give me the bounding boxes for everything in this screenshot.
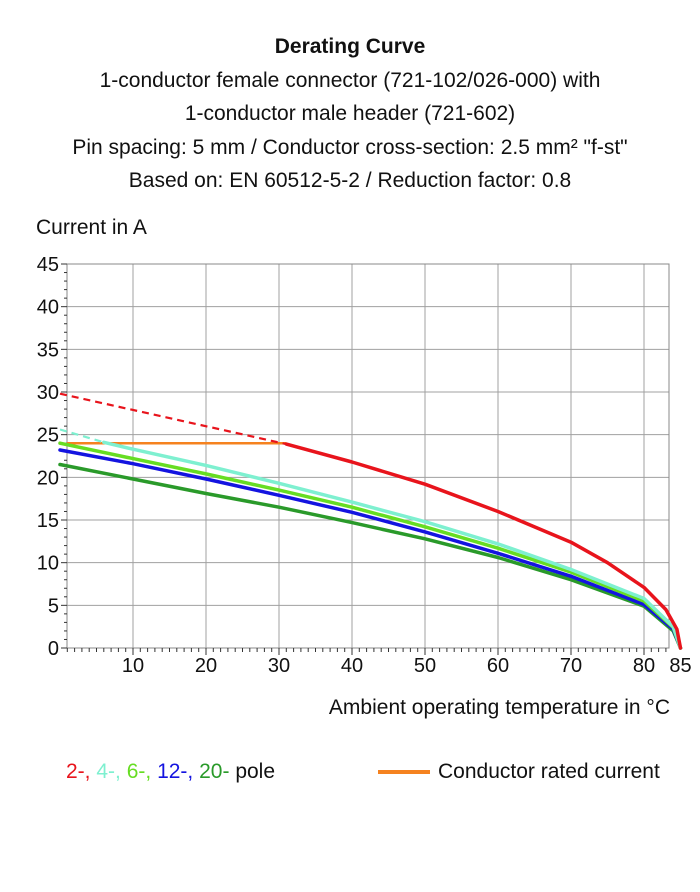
series-2-line: [284, 442, 683, 650]
y-tick-label: 20: [37, 467, 59, 489]
pole-legend: 2-, 4-, 6-, 12-, 20- pole: [66, 760, 275, 784]
chart-subtitle-4: Based on: EN 60512-5-2 / Reduction facto…: [128, 169, 572, 192]
x-tick-label: 10: [122, 655, 144, 677]
x-tick-label: 40: [341, 655, 363, 677]
chart-subtitle-3: Pin spacing: 5 mm / Conductor cross-sect…: [72, 135, 628, 159]
title-block: Derating Curve 1-conductor female connec…: [0, 30, 700, 198]
plot-frame: [66, 263, 670, 649]
y-tick-label: 15: [37, 510, 59, 532]
y-tick-label: 0: [48, 638, 59, 660]
legend-pole-20: 20-: [199, 760, 230, 783]
y-tick-label: 25: [37, 425, 59, 447]
rated-current-swatch: [378, 770, 430, 774]
x-tick-label: 70: [560, 655, 582, 677]
chart-subtitle-2: 1-conductor male header (721-602): [184, 102, 516, 125]
series-4-dashed-line: [59, 428, 105, 444]
x-axis-label: Ambient operating temperature in °C: [328, 696, 670, 719]
y-tick-label: 45: [37, 254, 59, 276]
y-tick-label: 40: [37, 297, 59, 319]
legend-pole-2: 2-,: [66, 760, 91, 783]
y-tick-label: 35: [37, 339, 59, 361]
chart-subtitle-1: 1-conductor female connector (721-102/02…: [99, 68, 601, 92]
x-tick-label: 85: [669, 655, 691, 677]
legend-pole-6: 6-,: [126, 760, 152, 783]
legend-pole-12: 12-,: [157, 760, 194, 783]
legend-pole-4: 4-,: [96, 760, 121, 783]
legend-pole-suffix: pole: [235, 760, 276, 783]
y-tick-label: 5: [48, 595, 59, 617]
x-tick-label: 20: [195, 655, 217, 677]
y-axis-label: Current in A: [36, 216, 147, 239]
series-2-dashed-line: [59, 392, 287, 446]
y-tick-label: 10: [37, 553, 59, 575]
x-tick-label: 50: [414, 655, 436, 677]
x-tick-label: 30: [268, 655, 290, 677]
series-4-line: [102, 440, 683, 650]
rated-current-label: Conductor rated current: [438, 760, 660, 783]
series-12-line: [58, 448, 683, 650]
y-tick-label: 30: [37, 382, 59, 404]
x-tick-label: 80: [633, 655, 655, 677]
x-tick-label: 60: [487, 655, 509, 677]
rated-current-legend: Conductor rated current: [378, 760, 660, 784]
chart-title: Derating Curve: [274, 35, 426, 58]
